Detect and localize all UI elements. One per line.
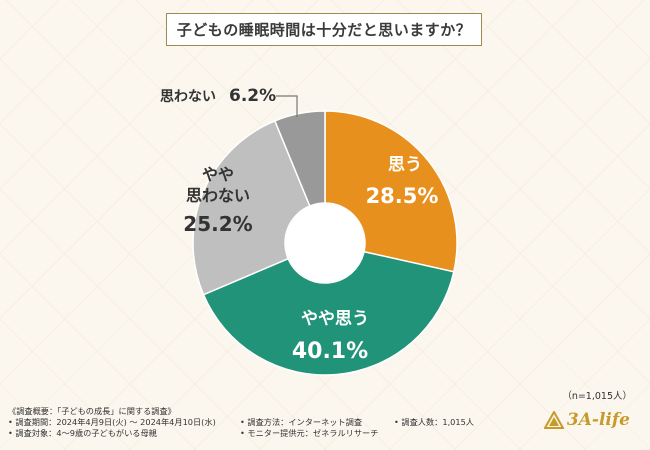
slice-2 (192, 119, 311, 296)
slice-label-1: やや思う (301, 309, 369, 329)
footer-target: • 調査対象：4～9歳の子どもがいる母親 (8, 428, 157, 438)
slice-value-1: 40.1% (292, 339, 368, 364)
footer-heading: 《調査概要：「子どもの成長」に関する調査》 (8, 406, 176, 416)
slice-value-2: 25.2% (183, 212, 252, 236)
slice-label-0: 思う (388, 155, 422, 175)
logo-text: 3A-life (566, 410, 630, 430)
footer-count: • 調査人数：1,015人 (394, 417, 474, 427)
slice-3 (273, 110, 326, 207)
slice-value-0: 28.5% (366, 184, 439, 208)
leader-line-3 (276, 95, 298, 117)
slice-label-2b: 思わない (186, 186, 250, 205)
brand-logo: 3A-life (543, 410, 630, 430)
footer-method: • 調査方法：インターネット調査 (240, 417, 363, 427)
slice-value-3: 6.2% (229, 86, 276, 106)
sample-size-label: （n=1,015人） (562, 391, 632, 402)
survey-footer: 《調査概要：「子どもの成長」に関する調査》 • 調査期間：2024年4月9日(火… (8, 406, 528, 439)
slice-label-2a: やや (202, 165, 234, 184)
footer-period: • 調査期間：2024年4月9日(火) ～ 2024年4月10日(水) (8, 417, 216, 427)
footer-provider: • モニター提供元：ゼネラルリサーチ (240, 428, 379, 438)
slice-0 (324, 110, 458, 273)
slice-label-3: 思わない (160, 89, 216, 105)
chart-title: 子どもの睡眠時間は十分だと思いますか？ (166, 13, 482, 46)
donut-hole (286, 204, 364, 282)
logo-triangle-icon (543, 411, 564, 429)
slice-1 (202, 250, 455, 376)
